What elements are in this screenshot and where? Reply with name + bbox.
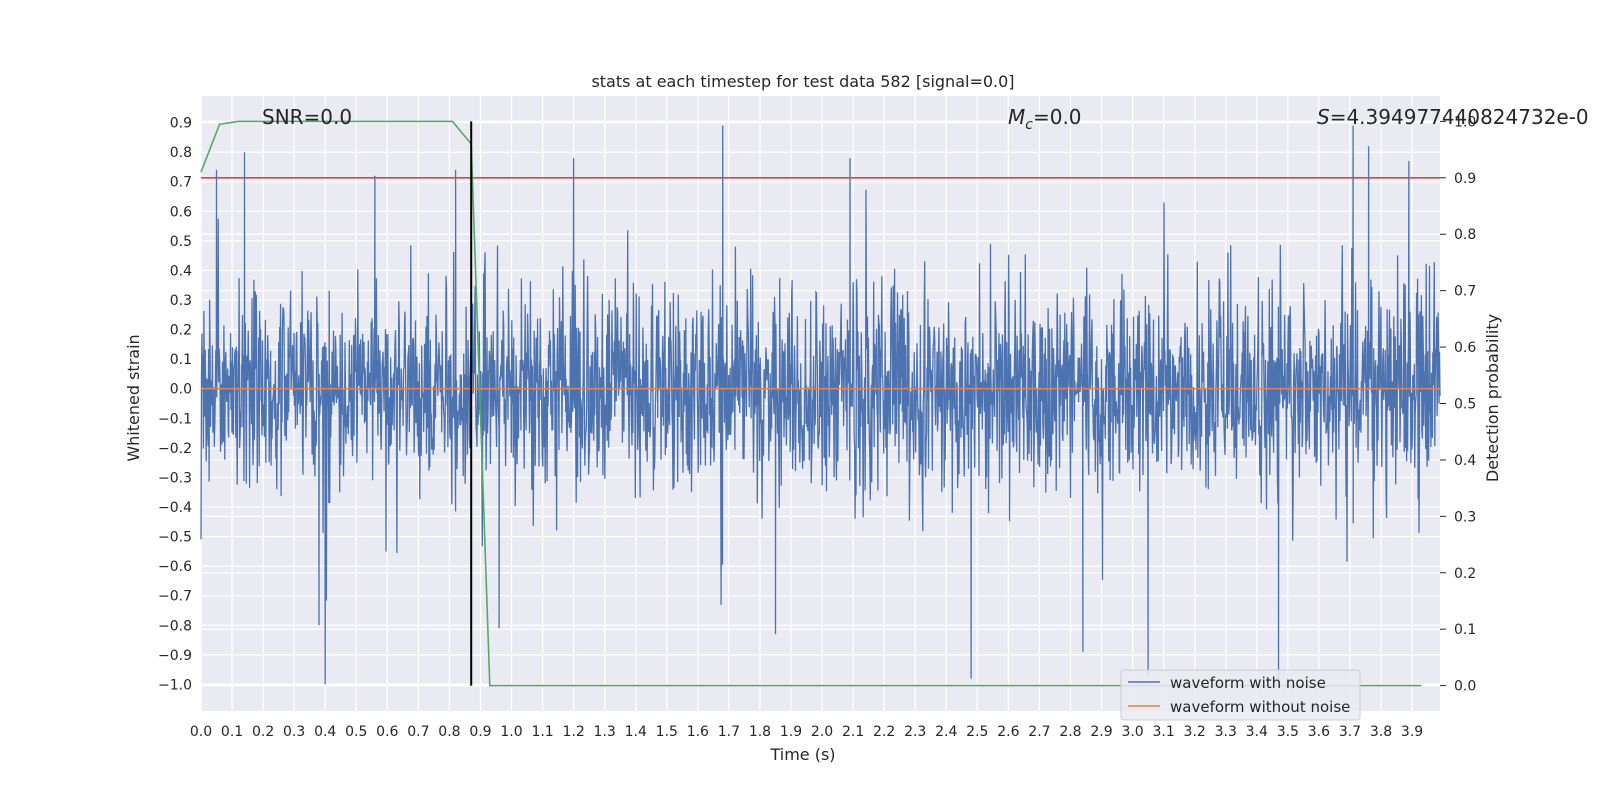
y-tick-label: 0.5: [170, 234, 192, 250]
y-tick-label: −0.4: [158, 500, 192, 516]
y-axis-label: Whitened strain: [124, 334, 143, 461]
y2-tick-label: 0.8: [1454, 227, 1476, 243]
y2-tick-label: 1.0: [1454, 114, 1476, 130]
x-tick-label: 0.7: [407, 724, 429, 740]
y-tick-label: 0.9: [170, 116, 192, 132]
y-tick-label: 0.4: [170, 263, 192, 279]
x-tick-label: 3.4: [1246, 724, 1268, 740]
x-tick-label: 0.9: [469, 724, 491, 740]
s-symbol: S: [1317, 105, 1330, 129]
x-tick-label: 2.5: [966, 724, 988, 740]
y2-axis-label: Detection probability: [1483, 314, 1502, 482]
x-tick-label: 1.4: [625, 724, 647, 740]
series-waveform-with-noise: [200, 125, 1441, 685]
x-tick-label: 1.7: [718, 724, 740, 740]
x-tick-label: 2.0: [811, 724, 833, 740]
x-tick-label: 3.0: [1121, 724, 1143, 740]
x-tick-label: 0.5: [345, 724, 367, 740]
y-tick-label: −0.2: [158, 441, 192, 457]
x-tick-label: 0.0: [190, 724, 212, 740]
x-tick-label: 2.7: [1028, 724, 1050, 740]
x-tick-label: 1.9: [780, 724, 802, 740]
x-tick-label: 3.3: [1215, 724, 1237, 740]
y-tick-label: −0.6: [158, 559, 192, 575]
x-tick-label: 3.1: [1152, 724, 1174, 740]
y2-tick-label: 0.2: [1454, 566, 1476, 582]
x-tick-label: 3.8: [1370, 724, 1392, 740]
y2-axis-ticks: 0.0 0.1 0.2 0.3 0.4 0.5 0.6 0.7 0.8 0.9 1.0: [1440, 114, 1476, 695]
x-tick-label: 1.5: [656, 724, 678, 740]
x-tick-label: 0.6: [376, 724, 398, 740]
y-tick-label: 0.8: [170, 145, 192, 161]
series-detection-probability: [200, 120, 1422, 687]
chirp-mass-subscript: c: [1025, 117, 1033, 133]
y-tick-label: −0.3: [158, 470, 192, 486]
y2-tick-label: 0.1: [1454, 622, 1476, 638]
x-tick-label: 2.3: [904, 724, 926, 740]
y-tick-label: 0.0: [170, 382, 192, 398]
x-tick-label: 2.8: [1059, 724, 1081, 740]
y2-tick-label: 0.6: [1454, 340, 1476, 356]
x-tick-label: 2.2: [873, 724, 895, 740]
legend-box: [1120, 669, 1361, 721]
x-tick-label: 3.2: [1184, 724, 1206, 740]
y-tick-label: −0.9: [158, 648, 192, 664]
x-tick-label: 2.1: [842, 724, 864, 740]
x-tick-label: 1.8: [749, 724, 771, 740]
x-tick-label: 1.3: [594, 724, 616, 740]
s-value: =4.394977440824732e-0: [1330, 105, 1589, 129]
y-tick-label: −0.7: [158, 589, 192, 605]
chirp-mass-annotation: Mc=0.0: [1008, 105, 1082, 133]
snr-annotation: SNR=0.0: [262, 105, 352, 129]
x-tick-label: 1.1: [531, 724, 553, 740]
y2-tick-label: 0.0: [1454, 679, 1476, 695]
legend: waveform with noise waveform without noi…: [1120, 669, 1361, 721]
x-tick-label: 3.9: [1401, 724, 1423, 740]
chirp-mass-symbol: M: [1008, 105, 1025, 129]
s-annotation: S=4.394977440824732e-0: [1317, 105, 1589, 129]
x-axis-ticks: 0.0 0.1 0.2 0.3 0.4 0.5 0.6 0.7 0.8 0.9 1.0 1.1 1.2 1…: [190, 724, 1423, 740]
y-tick-label: 0.7: [170, 175, 192, 191]
y-tick-label: 0.6: [170, 204, 192, 220]
series-layer: [200, 120, 1441, 687]
x-tick-label: 0.3: [283, 724, 305, 740]
x-tick-label: 0.4: [314, 724, 336, 740]
y-tick-label: 0.3: [170, 293, 192, 309]
chart-title: stats at each timestep for test data 582…: [591, 72, 1014, 91]
x-tick-label: 1.6: [687, 724, 709, 740]
x-tick-label: 3.6: [1308, 724, 1330, 740]
y-axis-ticks: 0.9 0.8 0.7 0.6 0.5 0.4 0.3 0.2 0.1 0.0 −0.1 −0.2 −0…: [158, 116, 192, 694]
legend-label-noise: waveform with noise: [1170, 674, 1326, 692]
x-tick-label: 0.2: [252, 724, 274, 740]
x-tick-label: 2.4: [935, 724, 957, 740]
x-tick-label: 2.9: [1090, 724, 1112, 740]
x-tick-label: 2.6: [997, 724, 1019, 740]
x-tick-label: 0.1: [221, 724, 243, 740]
y-tick-label: 0.2: [170, 323, 192, 339]
x-tick-label: 1.0: [500, 724, 522, 740]
x-tick-label: 3.5: [1277, 724, 1299, 740]
y2-tick-label: 0.4: [1454, 453, 1476, 469]
y2-tick-label: 0.5: [1454, 397, 1476, 413]
y2-tick-label: 0.7: [1454, 284, 1476, 300]
y2-tick-label: 0.9: [1454, 171, 1476, 187]
y-tick-label: −0.8: [158, 618, 192, 634]
chirp-mass-value: =0.0: [1033, 105, 1082, 129]
y2-tick-label: 0.3: [1454, 509, 1476, 525]
y-tick-label: 0.1: [170, 352, 192, 368]
y-tick-label: −0.5: [158, 530, 192, 546]
y-tick-label: −1.0: [158, 677, 192, 693]
x-tick-label: 0.8: [438, 724, 460, 740]
x-axis-label: Time (s): [769, 745, 835, 764]
legend-label-clean: waveform without noise: [1170, 698, 1350, 716]
y-tick-label: −0.1: [158, 411, 192, 427]
x-tick-label: 1.2: [562, 724, 584, 740]
x-tick-label: 3.7: [1339, 724, 1361, 740]
